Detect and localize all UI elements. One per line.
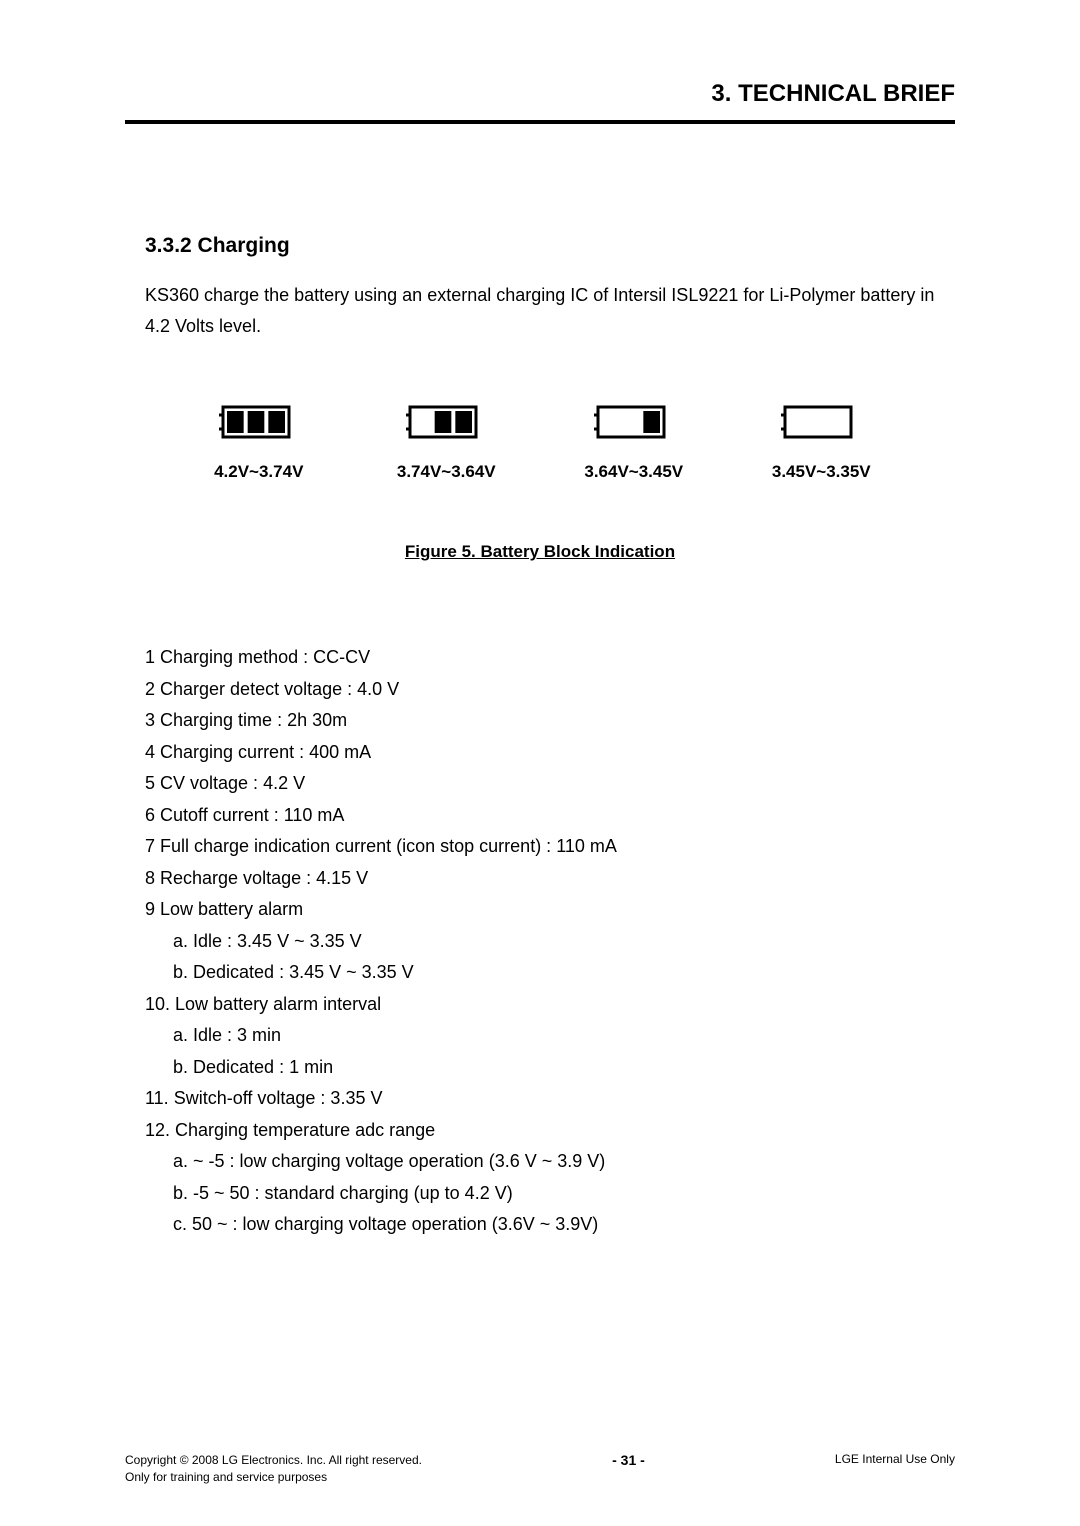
spec-item: 12. Charging temperature adc range bbox=[145, 1115, 955, 1147]
intro-paragraph: KS360 charge the battery using an extern… bbox=[145, 280, 955, 341]
spec-subitem: a. Idle : 3.45 V ~ 3.35 V bbox=[173, 926, 955, 958]
page-number: - 31 - bbox=[612, 1452, 645, 1468]
footer-left: Copyright © 2008 LG Electronics. Inc. Al… bbox=[125, 1452, 422, 1486]
battery-icon bbox=[406, 401, 486, 443]
battery-cell: 3.74V~3.64V bbox=[371, 401, 521, 482]
spec-subitem: b. Dedicated : 3.45 V ~ 3.35 V bbox=[173, 957, 955, 989]
footer-right: LGE Internal Use Only bbox=[835, 1452, 955, 1466]
spec-item: 1 Charging method : CC-CV bbox=[145, 642, 955, 674]
spec-item: 8 Recharge voltage : 4.15 V bbox=[145, 863, 955, 895]
spec-item: 3 Charging time : 2h 30m bbox=[145, 705, 955, 737]
spec-item: 4 Charging current : 400 mA bbox=[145, 737, 955, 769]
battery-label: 3.45V~3.35V bbox=[772, 462, 871, 482]
page: 3. TECHNICAL BRIEF 3.3.2 Charging KS360 … bbox=[0, 0, 1080, 1526]
battery-label: 3.64V~3.45V bbox=[584, 462, 683, 482]
battery-icon bbox=[594, 401, 674, 448]
battery-icon bbox=[781, 401, 861, 448]
battery-icon bbox=[594, 401, 674, 443]
page-footer: Copyright © 2008 LG Electronics. Inc. Al… bbox=[125, 1452, 955, 1486]
spec-subitem: a. Idle : 3 min bbox=[173, 1020, 955, 1052]
chapter-title: 3. TECHNICAL BRIEF bbox=[125, 80, 955, 124]
spec-item: 6 Cutoff current : 110 mA bbox=[145, 800, 955, 832]
spec-item: 7 Full charge indication current (icon s… bbox=[145, 831, 955, 863]
spec-subitem: b. Dedicated : 1 min bbox=[173, 1052, 955, 1084]
battery-icon bbox=[781, 401, 861, 443]
battery-icon bbox=[219, 401, 299, 448]
battery-cell: 3.45V~3.35V bbox=[746, 401, 896, 482]
spec-list: 1 Charging method : CC-CV2 Charger detec… bbox=[145, 642, 955, 1241]
spec-subitem: b. -5 ~ 50 : standard charging (up to 4.… bbox=[173, 1178, 955, 1210]
spec-item: 2 Charger detect voltage : 4.0 V bbox=[145, 674, 955, 706]
battery-icon bbox=[219, 401, 299, 443]
spec-subitem: c. 50 ~ : low charging voltage operation… bbox=[173, 1209, 955, 1241]
section-heading: 3.3.2 Charging bbox=[145, 234, 955, 258]
battery-cell: 3.64V~3.45V bbox=[559, 401, 709, 482]
purpose-line: Only for training and service purposes bbox=[125, 1469, 422, 1486]
spec-item: 10. Low battery alarm interval bbox=[145, 989, 955, 1021]
battery-label: 3.74V~3.64V bbox=[397, 462, 496, 482]
figure-caption: Figure 5. Battery Block Indication bbox=[125, 542, 955, 562]
battery-cell: 4.2V~3.74V bbox=[184, 401, 334, 482]
copyright-line: Copyright © 2008 LG Electronics. Inc. Al… bbox=[125, 1452, 422, 1469]
spec-subitem: a. ~ -5 : low charging voltage operation… bbox=[173, 1146, 955, 1178]
battery-icon bbox=[406, 401, 486, 448]
spec-item: 5 CV voltage : 4.2 V bbox=[145, 768, 955, 800]
spec-item: 9 Low battery alarm bbox=[145, 894, 955, 926]
spec-item: 11. Switch-off voltage : 3.35 V bbox=[145, 1083, 955, 1115]
battery-indicator-row: 4.2V~3.74V 3.74V~3.64V 3.64V~3.45V 3.45V… bbox=[165, 401, 915, 482]
battery-label: 4.2V~3.74V bbox=[214, 462, 303, 482]
